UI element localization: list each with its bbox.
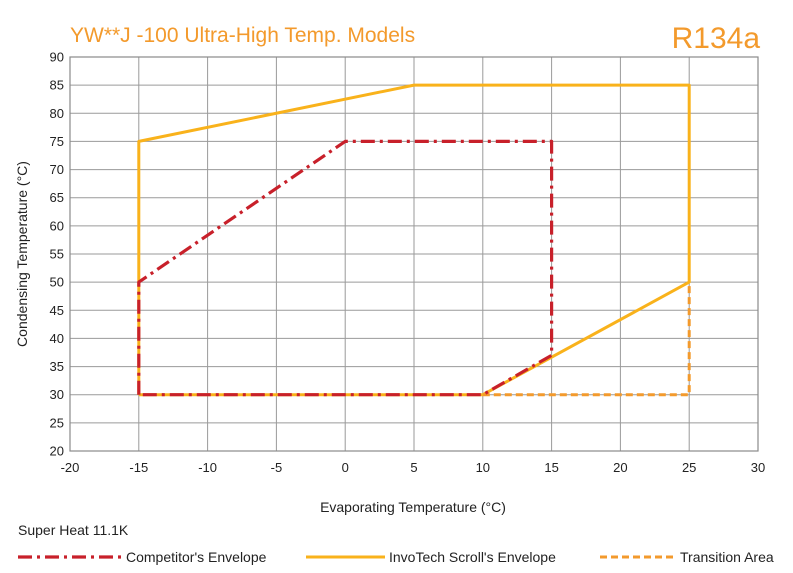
x-tick-label-5: 5 (410, 460, 417, 475)
y-tick-label-4: 40 (50, 331, 64, 346)
x-tick-labels: -20 -15 -10 -5 0 5 10 15 20 25 30 (61, 460, 766, 475)
competitor-envelope-line (137, 139, 554, 397)
y-tick-label-8: 60 (50, 218, 64, 233)
x-tick-label-6: 10 (476, 460, 490, 475)
x-tick-label-0: -20 (61, 460, 80, 475)
legend-label-transition: Transition Area (680, 549, 774, 565)
y-tick-label-10: 70 (50, 162, 64, 177)
plot-frame (69, 56, 759, 452)
x-tick-label-8: 20 (613, 460, 627, 475)
y-tick-label-1: 25 (50, 415, 64, 430)
y-tick-label-12: 80 (50, 106, 64, 121)
y-tick-label-13: 85 (50, 78, 64, 93)
y-tick-label-9: 65 (50, 190, 64, 205)
x-tick-label-9: 25 (682, 460, 696, 475)
legend-label-competitor: Competitor's Envelope (126, 549, 267, 565)
refrigerant-label: R134a (672, 22, 761, 55)
chart-title: YW**J -100 Ultra-High Temp. Models (70, 24, 415, 47)
x-axis-label: Evaporating Temperature (°C) (320, 499, 506, 515)
series-layer (137, 83, 691, 397)
x-tick-label-1: -15 (129, 460, 148, 475)
y-tick-label-0: 20 (50, 444, 64, 459)
y-tick-labels: 20 25 30 35 40 45 50 55 60 65 70 75 80 85 90 (50, 50, 64, 459)
y-axis-label: Condensing Temperature (°C) (14, 161, 30, 347)
y-tick-label-14: 90 (50, 50, 64, 65)
y-tick-label-11: 75 (50, 134, 64, 149)
y-tick-label-7: 55 (50, 247, 64, 262)
y-tick-label-3: 35 (50, 359, 64, 374)
x-tick-label-10: 30 (751, 460, 765, 475)
grid (69, 56, 759, 452)
superheat-note: Super Heat 11.1K (18, 522, 129, 538)
y-tick-label-5: 45 (50, 303, 64, 318)
x-tick-label-4: 0 (342, 460, 349, 475)
legend-label-invotech: InvoTech Scroll's Envelope (389, 549, 556, 565)
x-tick-label-3: -5 (271, 460, 283, 475)
transition-area-line (482, 282, 691, 397)
legend: Competitor's Envelope InvoTech Scroll's … (18, 549, 774, 565)
x-tick-label-2: -10 (198, 460, 217, 475)
y-tick-label-2: 30 (50, 387, 64, 402)
x-tick-label-7: 15 (544, 460, 558, 475)
y-tick-label-6: 50 (50, 275, 64, 290)
